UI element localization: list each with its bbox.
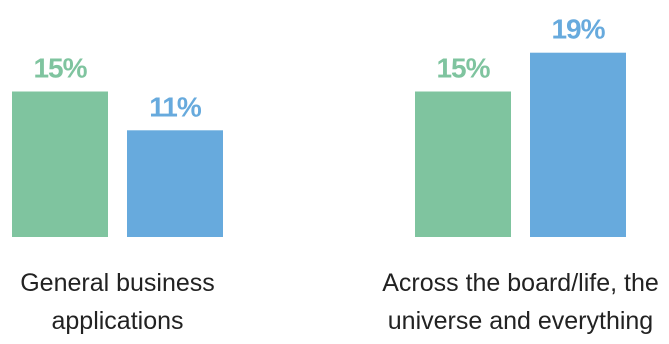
bar-2-1	[415, 91, 511, 237]
category-label-1-line-2: applications	[51, 307, 183, 335]
data-label-1-2: 11%	[149, 91, 202, 122]
bar-1-2	[127, 130, 223, 237]
category-label-1: General business applications	[20, 269, 215, 335]
data-label-1-1: 15%	[33, 53, 87, 84]
bar-group-2: 15% 19% Across the board/life, the universe…	[382, 14, 659, 335]
data-label-2-2: 19%	[551, 14, 605, 45]
category-label-2-line-1: Across the board/life, the	[382, 269, 659, 297]
category-label-1-line-1: General business	[20, 269, 215, 297]
category-label-2-line-2: universe and everything	[388, 307, 653, 335]
bar-group-1: 15% 11% General business applications	[12, 53, 223, 335]
category-label-2: Across the board/life, the universe and e…	[382, 269, 659, 335]
bar-1-1	[12, 91, 108, 237]
data-label-2-1: 15%	[436, 53, 490, 84]
bar-2-2	[530, 52, 626, 238]
